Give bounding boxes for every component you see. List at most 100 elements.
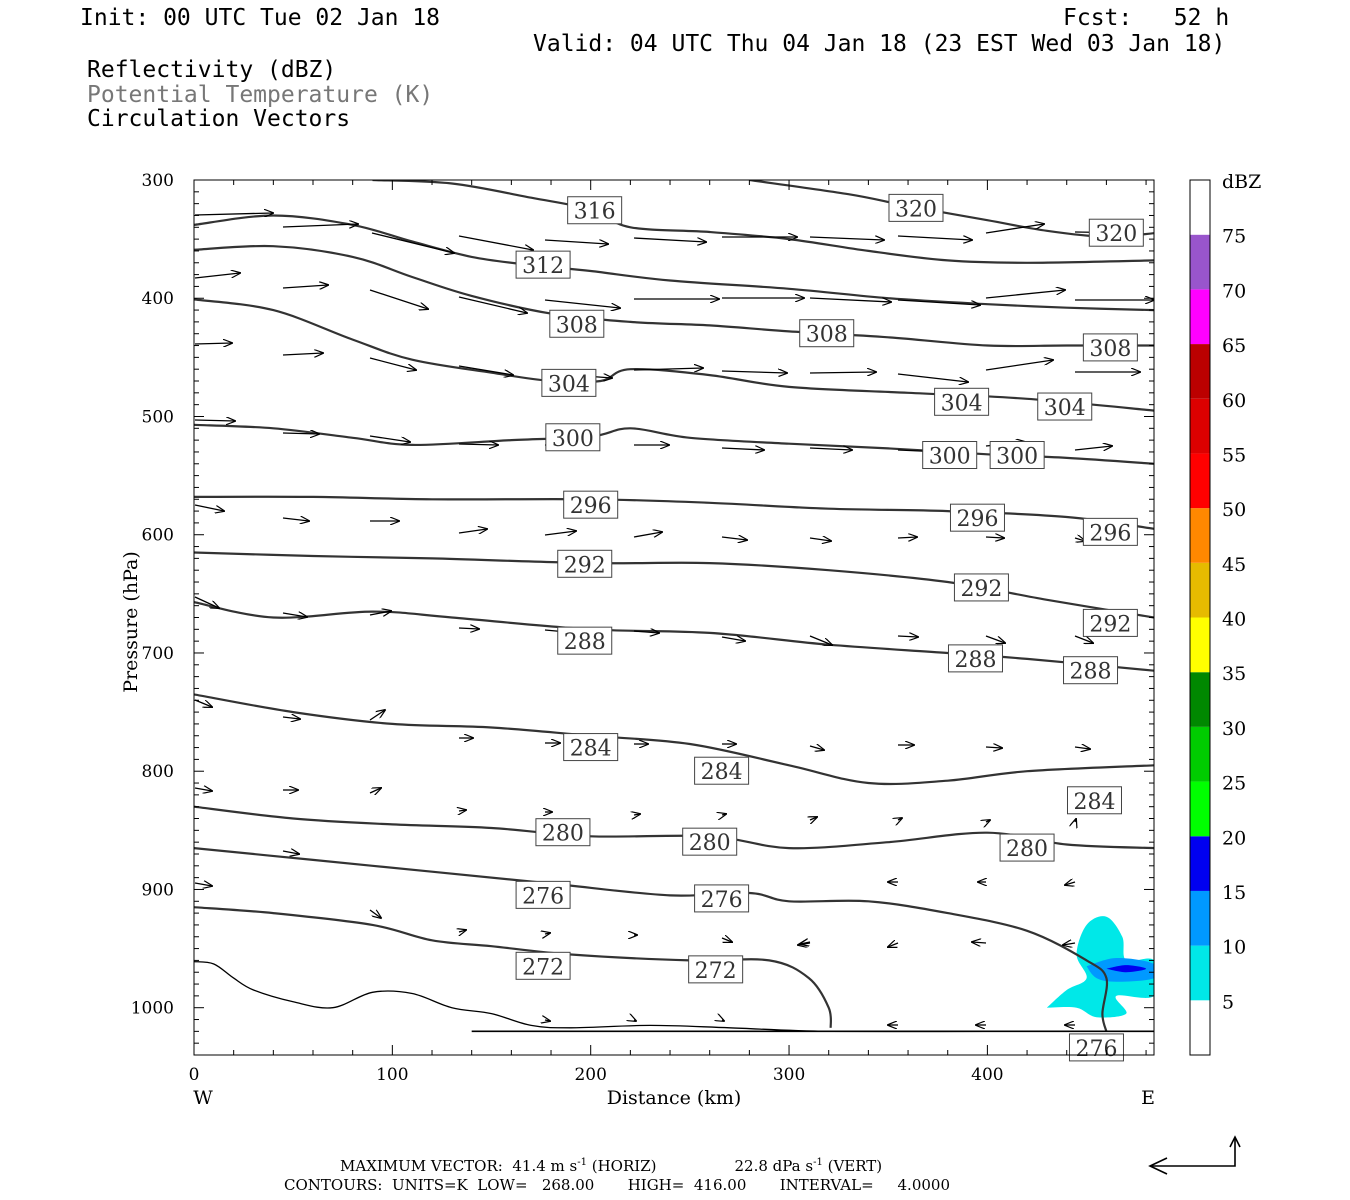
colorbar-level-label: 60 [1222,390,1246,412]
colorbar-level-label: 15 [1222,882,1246,904]
colorbar-level-label: 10 [1222,937,1246,959]
theta-contour-label-box [1066,786,1122,815]
colorbar-segment [1190,726,1210,782]
theta-contour-label-text: 288 [564,630,606,655]
theta-contour-label-text: 316 [574,200,616,225]
theta-contour-label: 284 [1066,786,1122,815]
theta-contour-272 [194,906,833,1028]
theta-contour-label-text: 284 [570,737,612,762]
circulation-vector [282,433,319,434]
circulation-vector [282,851,299,854]
y-tick-label: 400 [142,289,174,309]
max-vector-horiz-exponent: -1 [577,1157,587,1168]
theta-contour-label-box [563,490,619,519]
circulation-vector [722,1020,724,1021]
colorbar-segment [1190,508,1210,563]
x-axis-east-label: E [1141,1087,1155,1109]
circulation-vector [282,518,309,521]
circulation-vector [1074,635,1093,643]
circulation-vector [633,532,662,538]
theta-contour-label-text: 280 [1006,837,1048,862]
circulation-vector [369,611,391,615]
max-vector-vert-tag: (VERT) [822,1157,883,1175]
theta-contour-label: 308 [549,309,605,338]
circulation-vector [544,299,620,308]
theta-contour-label-box [557,626,613,655]
theta-contour-276 [194,847,1109,1032]
circulation-vector [194,420,235,421]
theta-contour-308 [194,244,1154,348]
theta-contour-label-box [947,644,1003,673]
theta-contour-label: 292 [1082,608,1138,637]
theta-contour-label: 296 [949,503,1005,532]
theta-contour-288 [194,601,1154,672]
field-circulation-vectors: Circulation Vectors [87,106,351,132]
theta-contour-304 [194,298,1154,412]
circulation-vector [985,635,1005,643]
theta-contour-label-box [949,503,1005,532]
colorbar-level-label: 30 [1222,718,1246,740]
circulation-vector [722,814,726,815]
max-vector-vert-exponent: -1 [813,1157,823,1168]
theta-contour-label-text: 280 [689,831,731,856]
circulation-vector [985,360,1053,371]
reflectivity-cell-15dbz [1106,965,1147,973]
theta-contour-label-box [1082,608,1138,637]
circulation-vector [458,296,527,313]
circulation-vector [369,910,381,918]
theta-contour-label-box [694,756,750,785]
circulation-vector [194,596,219,608]
theta-contour-label: 288 [1063,656,1119,685]
circulation-vector [282,224,358,227]
x-tick-label: 0 [189,1065,200,1085]
theta-contour-label: 300 [545,423,601,452]
contour-info: CONTOURS: UNITS=K LOW= 268.00 HIGH= 416.… [284,1176,950,1194]
theta-contour-label-box [888,193,944,222]
colorbar-segment [1190,234,1210,290]
colorbar-segment [1190,344,1210,399]
circulation-vector [633,237,706,242]
theta-contour-label-text: 308 [806,323,848,348]
theta-contour-label: 316 [567,196,623,225]
circulation-vector [1074,747,1090,749]
circulation-vector [1065,882,1076,885]
circulation-vector [458,628,479,629]
theta-contour-label-text: 284 [701,760,743,785]
circulation-vector [458,529,487,533]
circulation-vector [458,444,498,445]
theta-contour-label: 292 [557,549,613,578]
theta-contour-label: 320 [888,193,944,222]
theta-contour-296 [194,495,1154,530]
x-axis-west-label: W [193,1087,213,1109]
theta-contour-300 [194,423,1154,465]
colorbar-segment [1190,562,1210,618]
theta-contour-label-text: 296 [956,507,998,532]
theta-contour-label-text: 292 [1089,612,1131,637]
theta-contour-label: 276 [694,884,750,913]
circulation-vector [985,747,1002,748]
circulation-vector [369,710,385,721]
theta-contour-label: 276 [515,880,571,909]
theta-contour-label: 304 [1037,392,1093,421]
theta-contour-label-box [1037,392,1093,421]
max-vector-horiz-tag: (HORIZ) [586,1157,657,1175]
y-tick-label: 500 [142,407,174,427]
circulation-vector [897,235,972,240]
theta-contour-label: 272 [515,951,571,980]
field-potential-temperature: Potential Temperature (K) [87,82,434,108]
valid-time: Valid: 04 UTC Thu 04 Jan 18 (23 EST Wed … [533,31,1226,57]
circulation-vector [898,818,902,820]
colorbar-segment [1190,453,1210,509]
circulation-vector [194,273,240,279]
circulation-vector [1063,943,1076,945]
theta-contour-label: 296 [1082,517,1138,546]
theta-contour-label: 272 [688,955,744,984]
reference-vector-icon [1148,1135,1241,1175]
theta-contour-label-text: 300 [929,445,971,470]
theta-contour-label: 304 [541,368,597,397]
colorbar-level-label: 65 [1222,335,1246,357]
colorbar-segment [1190,890,1210,946]
circulation-vector [809,635,832,645]
circulation-vector [897,537,917,538]
field-reflectivity: Reflectivity (dBZ) [87,57,337,83]
